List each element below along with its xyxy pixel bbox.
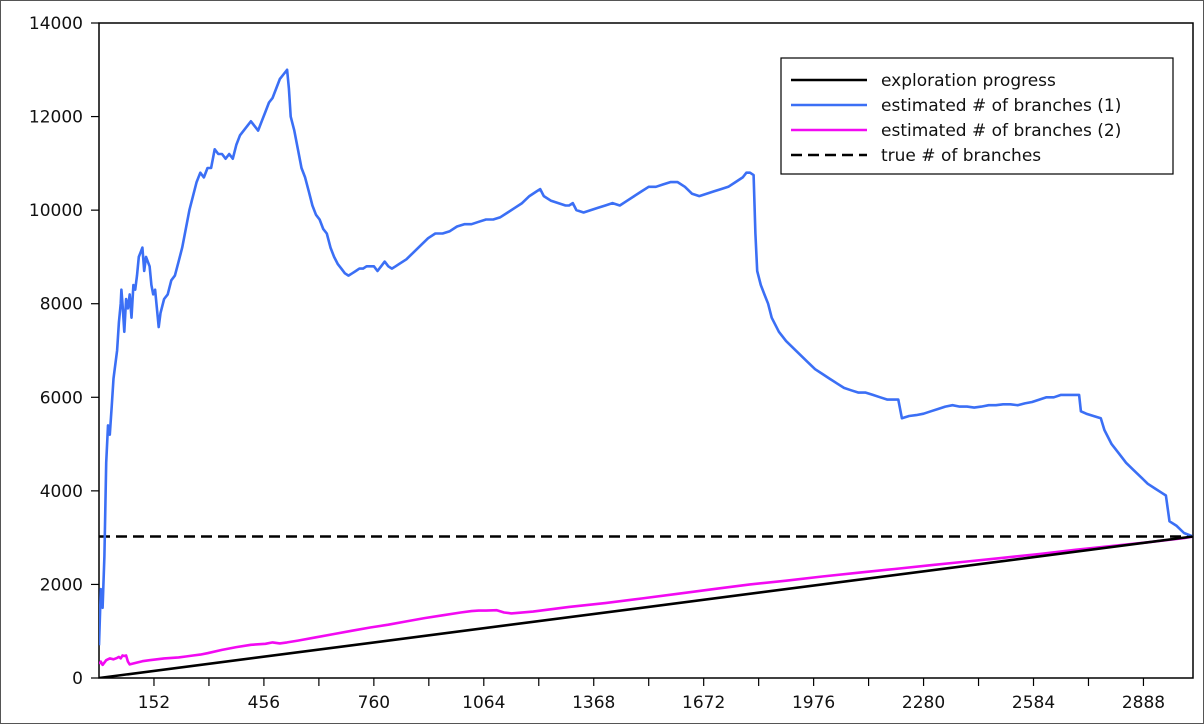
y-tick-label: 8000 <box>40 295 83 315</box>
x-tick-label: 1368 <box>572 693 615 713</box>
x-tick-label: 1064 <box>462 693 505 713</box>
x-tick-label: 1976 <box>792 693 835 713</box>
series-line-1 <box>99 535 1193 678</box>
plot-frame <box>98 22 1194 679</box>
y-tick-label: 4000 <box>40 482 83 502</box>
y-tick-label: 2000 <box>40 575 83 595</box>
x-tick-label: 456 <box>248 693 280 713</box>
series-line-3 <box>99 535 1193 667</box>
legend-entry-label: true # of branches <box>881 146 1041 166</box>
legend-entry-label: estimated # of branches (2) <box>881 121 1121 141</box>
x-tick-label: 1672 <box>682 693 725 713</box>
y-tick-label: 0 <box>72 669 83 689</box>
x-tick-label: 2584 <box>1012 693 1055 713</box>
y-tick-label: 14000 <box>29 14 83 34</box>
x-tick-label: 760 <box>358 693 390 713</box>
x-tick-label: 152 <box>138 693 170 713</box>
series-layer <box>99 68 1193 678</box>
legend-entry-label: exploration progress <box>881 71 1056 91</box>
axes: 0 2000 4000 6000 8000 10000 12000 14000 152 456 76… <box>29 14 1194 713</box>
series-line-2 <box>99 68 1193 646</box>
x-tick-label: 2280 <box>902 693 945 713</box>
y-tick-label: 12000 <box>29 108 83 128</box>
y-tick-label: 6000 <box>40 388 83 408</box>
legend: exploration progress estimated # of branc… <box>780 57 1174 175</box>
x-tick-label: 2888 <box>1122 693 1165 713</box>
y-tick-label: 10000 <box>29 201 83 221</box>
legend-entry-label: estimated # of branches (1) <box>881 96 1121 116</box>
